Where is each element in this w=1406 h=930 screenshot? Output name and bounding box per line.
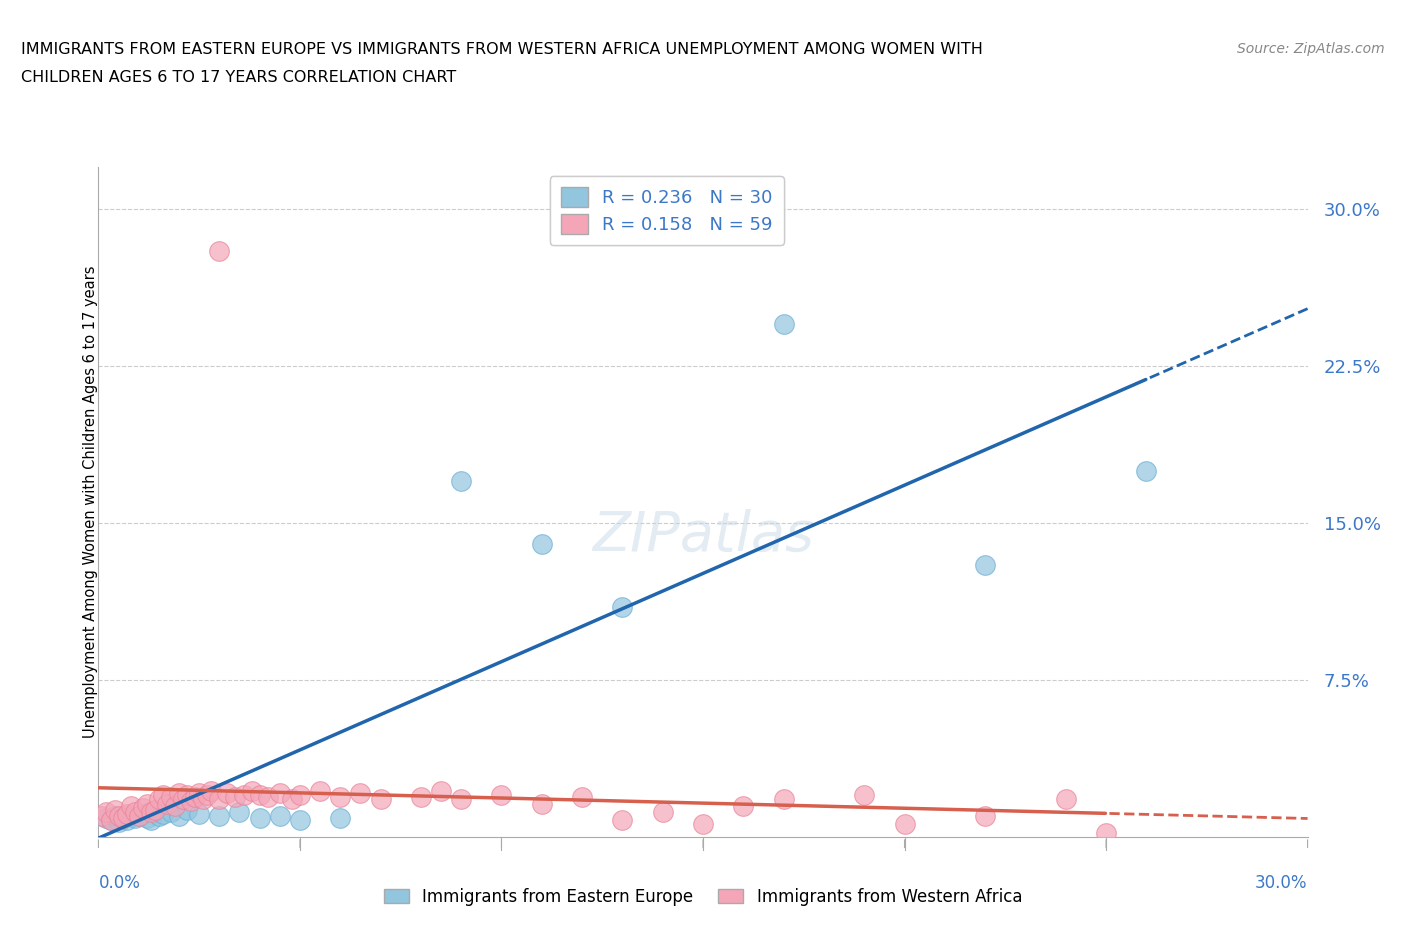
Point [370,792,392,807]
Point [200,783,222,798]
Point [256,790,278,804]
Point [612,813,634,828]
Point [974,809,997,824]
Point [115,806,138,821]
Point [152,788,174,803]
Point [195,788,218,803]
Point [208,809,231,824]
Point [349,786,371,801]
Point [217,786,239,801]
Text: CHILDREN AGES 6 TO 17 YEARS CORRELATION CHART: CHILDREN AGES 6 TO 17 YEARS CORRELATION … [21,70,457,85]
Point [135,811,157,826]
Point [249,811,271,826]
Point [269,809,291,824]
Point [91,809,114,824]
Point [853,788,876,803]
Point [772,317,794,332]
Point [409,790,432,804]
Point [128,809,150,824]
Point [124,811,146,826]
Point [103,803,125,817]
Point [430,783,453,798]
Legend: R = 0.236   N = 30, R = 0.158   N = 59: R = 0.236 N = 30, R = 0.158 N = 59 [550,177,783,246]
Point [124,804,146,819]
Point [1095,826,1118,841]
Text: IMMIGRANTS FROM EASTERN EUROPE VS IMMIGRANTS FROM WESTERN AFRICA UNEMPLOYMENT AM: IMMIGRANTS FROM EASTERN EUROPE VS IMMIGR… [21,42,983,57]
Point [120,809,142,824]
Point [208,244,231,259]
Y-axis label: Unemployment Among Women with Children Ages 6 to 17 years: Unemployment Among Women with Children A… [83,266,97,738]
Point [132,800,155,815]
Text: 30.0%: 30.0% [1256,874,1308,892]
Point [288,813,311,828]
Point [329,790,352,804]
Point [167,786,190,801]
Point [163,798,186,813]
Point [1135,463,1157,478]
Point [491,788,513,803]
Point [107,815,129,830]
Text: Source: ZipAtlas.com: Source: ZipAtlas.com [1237,42,1385,56]
Point [100,813,122,828]
Point [893,817,915,832]
Point [530,537,553,551]
Point [240,783,263,798]
Point [651,804,673,819]
Point [152,806,174,821]
Point [132,806,155,821]
Point [571,790,593,804]
Point [224,790,246,804]
Point [184,790,207,804]
Point [135,796,157,811]
Point [180,794,202,809]
Point [329,811,352,826]
Point [143,803,166,817]
Point [139,813,162,828]
Text: 0.0%: 0.0% [98,874,141,892]
Point [450,474,472,489]
Point [228,804,250,819]
Legend: Immigrants from Eastern Europe, Immigrants from Western Africa: Immigrants from Eastern Europe, Immigran… [377,881,1029,912]
Point [974,558,997,573]
Point [281,792,304,807]
Point [160,790,183,804]
Point [208,792,231,807]
Point [232,788,254,803]
Point [96,811,118,826]
Point [176,788,198,803]
Point [96,804,118,819]
Point [172,792,194,807]
Point [193,792,215,807]
Point [772,792,794,807]
Point [120,798,142,813]
Point [139,804,162,819]
Point [530,796,553,811]
Point [128,809,150,824]
Point [167,809,190,824]
Point [111,811,134,826]
Point [156,796,179,811]
Point [249,788,271,803]
Point [450,792,472,807]
Point [269,786,291,801]
Point [176,803,198,817]
Point [188,786,211,801]
Point [160,804,183,819]
Point [107,809,129,824]
Point [612,600,634,615]
Point [733,798,755,813]
Point [100,813,122,828]
Point [1054,792,1077,807]
Point [288,788,311,803]
Point [309,783,332,798]
Point [115,813,138,828]
Point [103,809,125,824]
Point [692,817,714,832]
Point [188,806,211,821]
Point [148,809,170,824]
Text: ZIPatlas: ZIPatlas [592,510,814,562]
Point [111,811,134,826]
Point [148,792,170,807]
